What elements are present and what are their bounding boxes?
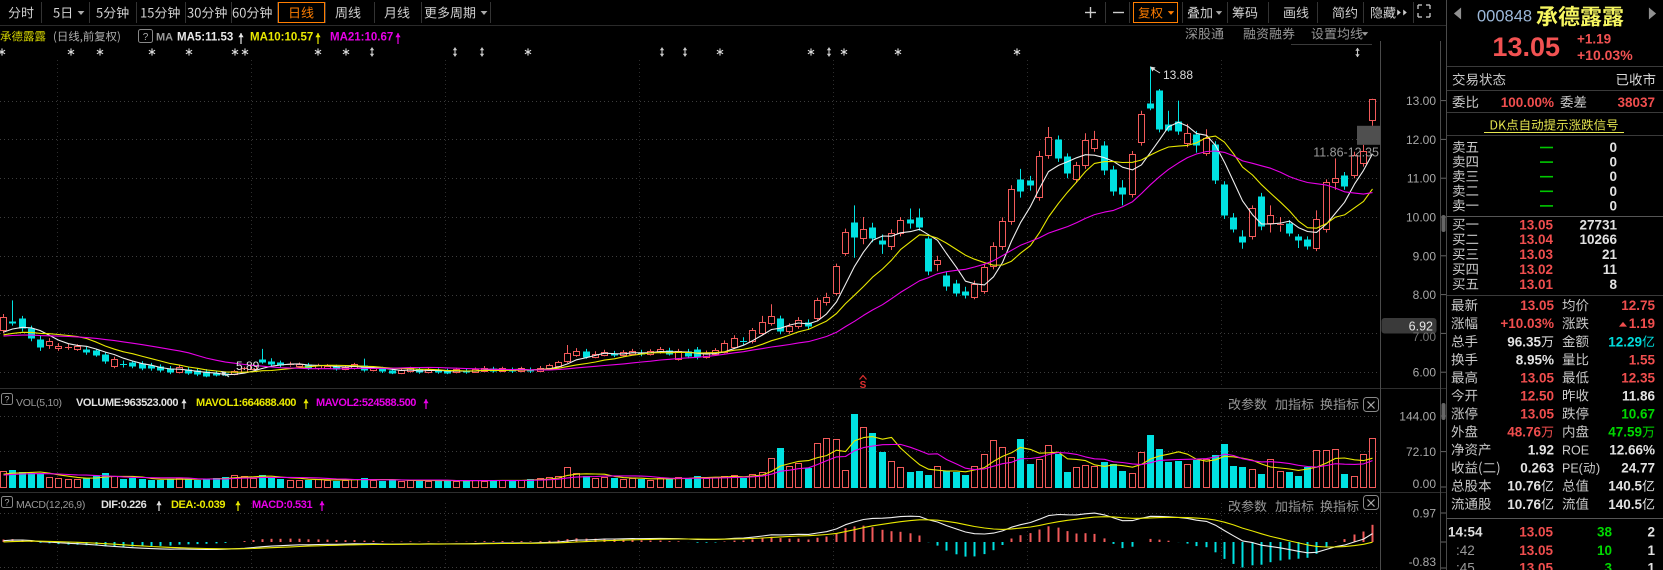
svg-text:0.97: 0.97: [1413, 507, 1437, 521]
svg-text:+10.03%: +10.03%: [1500, 316, 1554, 331]
svg-text:7.00: 7.00: [1413, 330, 1437, 344]
svg-text:13.05: 13.05: [1520, 370, 1554, 385]
svg-text:8: 8: [1609, 277, 1617, 292]
svg-text:2: 2: [1647, 525, 1655, 540]
svg-text:10: 10: [1597, 543, 1612, 558]
svg-text:27731: 27731: [1579, 217, 1617, 232]
svg-text:100.00%: 100.00%: [1501, 95, 1554, 110]
svg-text:1.92: 1.92: [1528, 443, 1554, 458]
svg-text:MA21:10.67: MA21:10.67: [330, 32, 393, 44]
svg-text:MA10:10.57: MA10:10.57: [250, 32, 313, 44]
svg-text:12.66%: 12.66%: [1609, 443, 1655, 458]
svg-text:140.5: 140.5: [1608, 497, 1642, 512]
svg-text:0: 0: [1609, 140, 1617, 155]
svg-text:VOL(5,10): VOL(5,10): [16, 397, 62, 409]
svg-text:1.55: 1.55: [1629, 352, 1656, 367]
svg-text:8.00: 8.00: [1413, 288, 1437, 302]
svg-text:6.00: 6.00: [1413, 366, 1437, 380]
svg-text:?: ?: [143, 32, 149, 43]
svg-text:47.59: 47.59: [1608, 425, 1642, 440]
svg-text:10.00: 10.00: [1406, 211, 1436, 225]
svg-text:140.5: 140.5: [1608, 479, 1642, 494]
svg-text:1: 1: [1647, 543, 1655, 558]
svg-text:144.00: 144.00: [1399, 410, 1436, 424]
svg-text:12.75: 12.75: [1621, 298, 1655, 313]
svg-text:MA: MA: [156, 32, 173, 44]
svg-text:1.19: 1.19: [1629, 316, 1655, 331]
svg-text:8.95%: 8.95%: [1516, 352, 1554, 367]
svg-text:21: 21: [1602, 247, 1618, 262]
svg-text:72.10: 72.10: [1406, 445, 1436, 459]
svg-text:12.50: 12.50: [1520, 388, 1554, 403]
svg-text:13.00: 13.00: [1406, 94, 1436, 108]
svg-text:MACD(12,26,9): MACD(12,26,9): [16, 499, 85, 511]
svg-text:11.86-12.35: 11.86-12.35: [1313, 146, 1379, 160]
svg-text:12.00: 12.00: [1406, 133, 1436, 147]
svg-text:+1.19: +1.19: [1577, 32, 1611, 47]
svg-text:9.00: 9.00: [1413, 249, 1437, 263]
svg-text:14:54: 14:54: [1448, 525, 1483, 540]
svg-text:10.76: 10.76: [1507, 497, 1541, 512]
svg-text::45: :45: [1456, 561, 1475, 570]
svg-text:0: 0: [1609, 198, 1617, 213]
svg-text:10.67: 10.67: [1621, 407, 1655, 422]
svg-text:48.76: 48.76: [1507, 425, 1541, 440]
svg-text:11.86: 11.86: [1622, 388, 1656, 403]
svg-text:24.77: 24.77: [1621, 461, 1655, 476]
svg-text:13.04: 13.04: [1519, 232, 1553, 247]
svg-text:11.00: 11.00: [1407, 172, 1436, 186]
svg-text:12.29: 12.29: [1608, 334, 1642, 349]
svg-text:13.01: 13.01: [1519, 277, 1553, 292]
svg-text:12.35: 12.35: [1621, 370, 1655, 385]
svg-text:ROE: ROE: [1562, 444, 1589, 458]
svg-text:MAVOL2:524588.500: MAVOL2:524588.500: [316, 397, 416, 409]
svg-text:): ): [1596, 462, 1600, 476]
svg-text:-0.83: -0.83: [1409, 555, 1437, 569]
svg-text:13.88: 13.88: [1163, 68, 1193, 82]
svg-text:38037: 38037: [1617, 95, 1655, 110]
svg-text:DIF:0.226: DIF:0.226: [101, 499, 147, 511]
svg-text:0: 0: [1609, 155, 1617, 170]
svg-text:13.05: 13.05: [1519, 525, 1553, 540]
svg-text:MACD:0.531: MACD:0.531: [252, 499, 312, 511]
svg-text:MA5:11.53: MA5:11.53: [177, 32, 233, 44]
svg-text:PE(: PE(: [1562, 462, 1584, 476]
svg-text:?: ?: [4, 498, 9, 508]
svg-text:10266: 10266: [1579, 232, 1617, 247]
svg-text:1: 1: [1647, 561, 1655, 570]
svg-text:0.263: 0.263: [1520, 461, 1554, 476]
svg-text:13.05: 13.05: [1520, 298, 1554, 313]
svg-text:13.05: 13.05: [1492, 32, 1560, 62]
svg-text:6.92: 6.92: [1409, 320, 1433, 334]
svg-text:11: 11: [1603, 262, 1618, 277]
svg-text:96.35: 96.35: [1507, 334, 1541, 349]
svg-text:S: S: [860, 380, 867, 391]
svg-text:13.05: 13.05: [1519, 543, 1553, 558]
svg-text:13.05: 13.05: [1520, 407, 1554, 422]
svg-text:10.76: 10.76: [1507, 479, 1541, 494]
svg-text:000848: 000848: [1477, 8, 1532, 26]
svg-text:3: 3: [1604, 561, 1612, 570]
svg-text:5.89: 5.89: [236, 359, 260, 373]
svg-text:38: 38: [1597, 525, 1613, 540]
svg-text:?: ?: [4, 395, 9, 405]
svg-text:13.05: 13.05: [1519, 217, 1553, 232]
svg-text:0: 0: [1609, 184, 1617, 199]
svg-text:13.03: 13.03: [1519, 247, 1553, 262]
svg-text:VOLUME:963523.000: VOLUME:963523.000: [76, 397, 178, 409]
svg-text:13.02: 13.02: [1519, 262, 1553, 277]
svg-text:DEA:-0.039: DEA:-0.039: [171, 499, 225, 511]
svg-text:0: 0: [1609, 169, 1617, 184]
svg-text:13.05: 13.05: [1519, 561, 1553, 570]
svg-text:+10.03%: +10.03%: [1577, 47, 1633, 63]
svg-text:MAVOL1:664688.400: MAVOL1:664688.400: [196, 397, 296, 409]
svg-text:0.00: 0.00: [1413, 477, 1437, 491]
svg-text::42: :42: [1456, 543, 1475, 558]
